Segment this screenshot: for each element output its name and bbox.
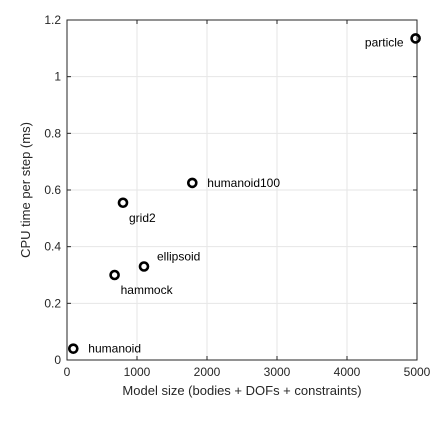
- x-tick-label: 1000: [124, 365, 151, 379]
- y-tick-label: 0.2: [44, 296, 61, 310]
- data-point: [188, 179, 196, 187]
- y-tick-label: 1.2: [44, 13, 61, 27]
- grid-lines: [67, 20, 417, 360]
- x-axis-ticks: 0 1000 2000 3000 4000 5000: [64, 20, 431, 379]
- x-tick-label: 5000: [404, 365, 431, 379]
- data-point: [140, 263, 148, 271]
- point-labels: humanoid hammock ellipsoid grid2 humanoid100…: [88, 35, 404, 355]
- y-tick-label: 1: [54, 70, 61, 84]
- data-points: [69, 34, 419, 352]
- point-label: grid2: [129, 211, 156, 225]
- x-tick-label: 4000: [334, 365, 361, 379]
- x-tick-label: 2000: [194, 365, 221, 379]
- data-point: [69, 345, 77, 353]
- data-point: [412, 34, 420, 42]
- point-label: particle: [365, 35, 404, 49]
- x-tick-label: 0: [64, 365, 71, 379]
- point-label: ellipsoid: [157, 250, 200, 264]
- x-tick-label: 3000: [264, 365, 291, 379]
- y-tick-label: 0.6: [44, 183, 61, 197]
- y-tick-label: 0.4: [44, 240, 61, 254]
- y-tick-label: 0: [54, 353, 61, 367]
- y-axis-label: CPU time per step (ms): [18, 122, 33, 258]
- data-point: [111, 271, 119, 279]
- point-label: humanoid100: [207, 176, 280, 190]
- data-point: [119, 199, 127, 207]
- y-tick-label: 0.8: [44, 126, 61, 140]
- x-axis-label: Model size (bodies + DOFs + constraints): [122, 383, 361, 398]
- point-label: humanoid: [88, 342, 141, 356]
- point-label: hammock: [121, 283, 174, 297]
